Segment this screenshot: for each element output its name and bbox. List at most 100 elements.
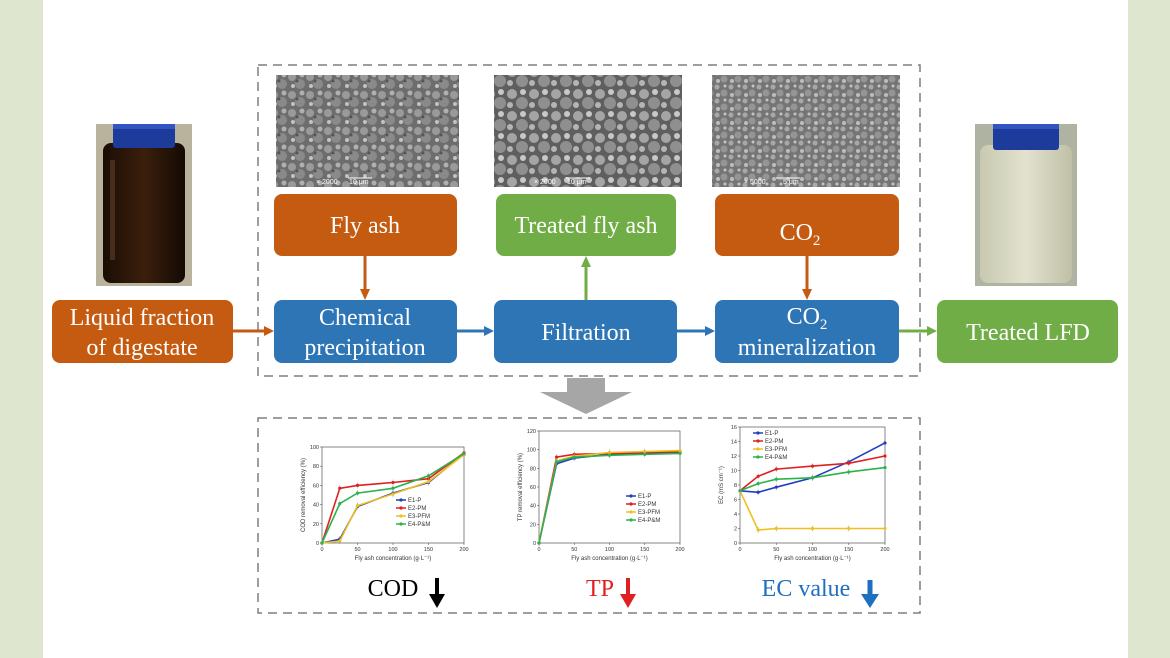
chemical-precipitation-label-line2: precipitation: [304, 335, 425, 361]
data-point: [426, 474, 431, 478]
data-point: [810, 526, 815, 531]
filtration-label: Filtration: [541, 320, 630, 346]
tp-down-arrow-icon: [620, 578, 636, 608]
filtration-box: [494, 300, 677, 363]
data-point: [607, 453, 612, 457]
x-tick-label: 0: [738, 547, 741, 553]
data-point: [810, 476, 815, 480]
y-tick-label: 20: [530, 522, 536, 528]
legend-marker: [756, 455, 760, 459]
legend-marker: [756, 439, 760, 443]
data-point: [572, 455, 576, 459]
results-down-arrow: [540, 378, 632, 414]
legend-marker: [756, 431, 760, 435]
data-point: [462, 452, 466, 456]
legend-marker: [399, 498, 403, 502]
liquid-fraction-label-line2: of digestate: [86, 335, 197, 361]
data-point: [883, 454, 887, 458]
data-point: [774, 477, 778, 481]
y-tick-label: 4: [734, 512, 737, 518]
process-frame: [257, 64, 921, 377]
legend-label: E3-PFM: [638, 510, 660, 516]
data-point: [355, 483, 360, 487]
chemical-precipitation-label-line1: Chemical: [319, 305, 411, 331]
ec-indicator-label: EC value: [762, 576, 851, 602]
legend-label: E1-P: [638, 494, 651, 500]
data-point: [847, 461, 851, 465]
sem-magnification-1: × 2000: [316, 179, 338, 186]
sem-magnification-2: × 2000: [534, 179, 556, 186]
data-point: [391, 486, 395, 490]
treated-lfd-box: [937, 300, 1118, 363]
co2-box: [715, 194, 899, 256]
series-line-E4-P&M: [321, 453, 465, 544]
liquid-fraction-label-line1: Liquid fraction: [70, 305, 215, 331]
treated-lfd-bottle-photo: [975, 124, 1077, 286]
cod-removal-chart: 0 20 40 60 80 100 0 50 100 150 200 Fly ash concentr…: [301, 445, 469, 562]
data-point: [355, 491, 360, 495]
series-line-E1-P: [739, 442, 886, 494]
data-point: [883, 441, 887, 445]
tp-indicator-label: TP: [586, 576, 614, 602]
series-line-E2-PM: [321, 452, 465, 544]
data-point: [810, 464, 815, 468]
data-point: [756, 490, 760, 494]
data-point: [678, 451, 682, 455]
raw-digestate-bottle-photo: [96, 124, 192, 286]
y-tick-label: 14: [731, 440, 737, 446]
sem-scale-3: 5 μm: [783, 179, 799, 186]
y-axis-label: TP removal efficiency (%): [518, 453, 524, 521]
y-tick-label: 0: [734, 541, 737, 547]
y-tick-label: 100: [527, 448, 536, 454]
legend-marker: [399, 514, 403, 518]
x-tick-label: 150: [640, 547, 649, 553]
arrow-precipitation-to-filtration: [457, 326, 494, 336]
data-point: [338, 486, 342, 490]
results-frame: [257, 417, 921, 614]
data-point: [847, 526, 851, 531]
data-point: [355, 503, 360, 508]
ec-down-arrow-icon: [861, 580, 879, 608]
y-tick-label: 60: [313, 483, 319, 489]
series-line-E3-PFM: [739, 490, 885, 531]
data-point: [883, 526, 887, 531]
x-tick-label: 200: [459, 547, 468, 553]
tp-removal-chart: 0 20 40 60 80 100 120 0 50 100 150 200 Fly ash conce…: [518, 429, 685, 562]
legend-label: E1-P: [408, 498, 421, 504]
legend-label: E2-PM: [765, 439, 783, 445]
x-tick-label: 50: [773, 547, 779, 553]
cod-down-arrow-icon: [429, 578, 445, 608]
co2-mineralization-label-line2: mineralization: [738, 335, 877, 361]
y-axis-label: EC (mS cm⁻¹): [719, 466, 725, 504]
data-point: [391, 492, 395, 496]
data-point: [643, 452, 647, 456]
y-tick-label: 12: [731, 454, 737, 460]
data-point: [391, 480, 395, 485]
legend-marker: [399, 522, 403, 526]
ec-chart: 0 2 4 6 8 10 12 14 16 0 50 100 150 200 Fly ash concent…: [719, 425, 890, 562]
cod-indicator-label: COD: [368, 576, 419, 602]
y-tick-label: 0: [533, 541, 536, 547]
liquid-fraction-box: [52, 300, 233, 363]
x-tick-label: 100: [808, 547, 817, 553]
data-point: [537, 541, 541, 545]
x-axis-label: Fly ash concentration (g·L⁻¹): [774, 556, 851, 562]
co2-mineralization-box: [715, 300, 899, 363]
chemical-precipitation-box: [274, 300, 457, 363]
y-tick-label: 8: [734, 483, 737, 489]
data-point: [774, 485, 778, 489]
treated-fly-ash-box: [496, 194, 676, 256]
legend-label: E2-PM: [638, 502, 656, 508]
data-point: [338, 539, 342, 543]
legend-marker: [629, 518, 633, 522]
data-point: [320, 541, 324, 545]
arrow-mineralization-to-output: [899, 326, 937, 336]
chart-plot-area: [739, 426, 886, 544]
arrow-input-to-precipitation: [233, 326, 274, 336]
treated-lfd-label: Treated LFD: [966, 320, 1090, 346]
data-point: [426, 479, 431, 484]
x-tick-label: 50: [571, 547, 577, 553]
data-point: [847, 470, 851, 474]
series-line-E4-P&M: [739, 466, 886, 492]
x-tick-label: 150: [424, 547, 433, 553]
